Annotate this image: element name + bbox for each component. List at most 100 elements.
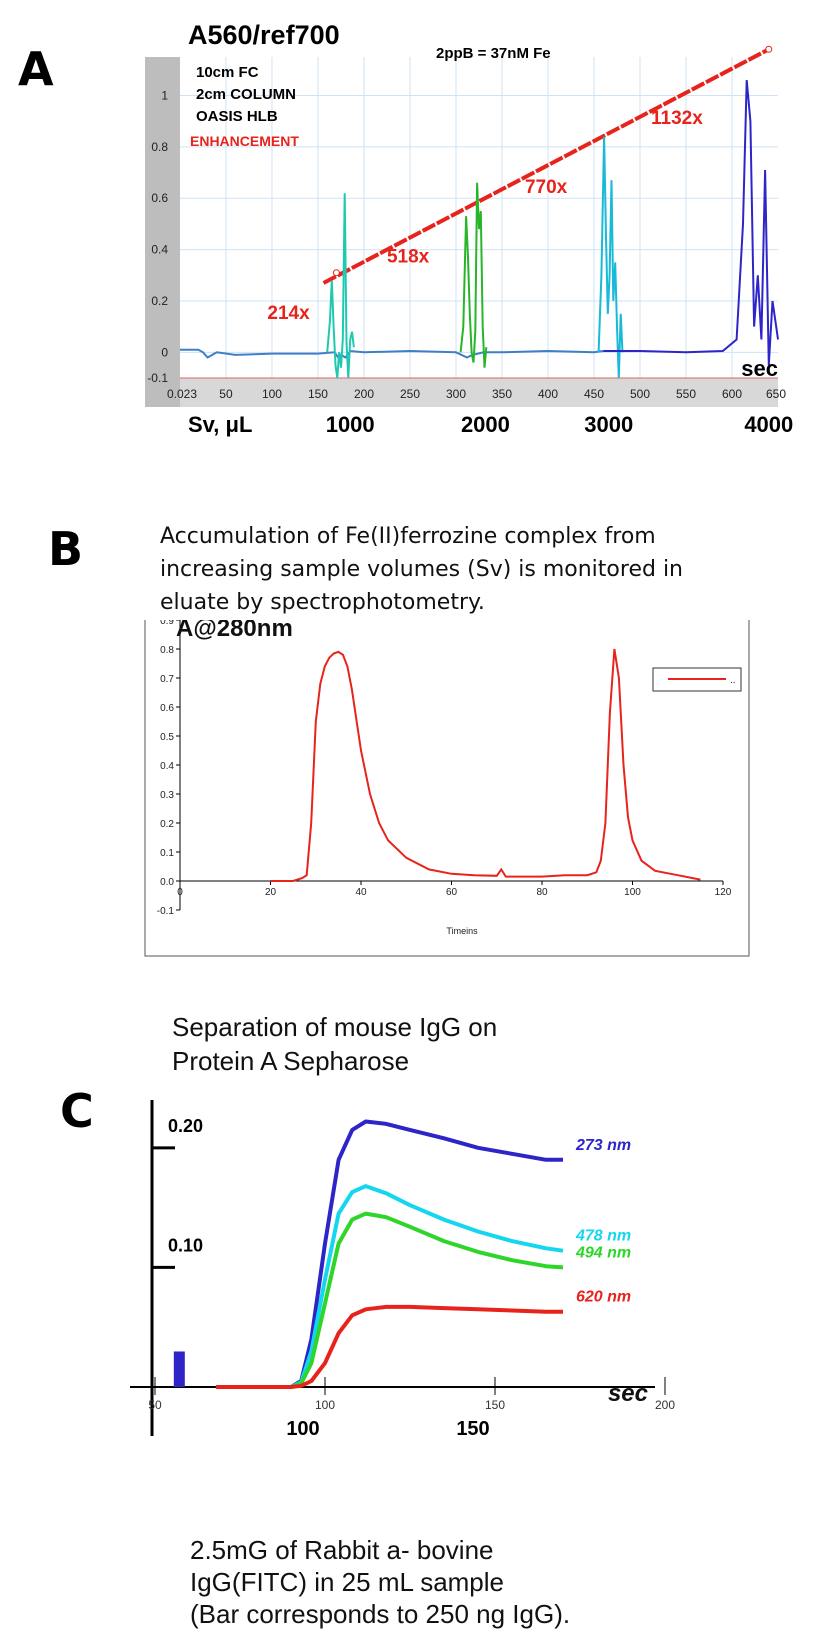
panel-b-caption-line-2: Protein A Sepharose [172, 1046, 410, 1076]
chart-b-y-tick-label: 0.1 [160, 848, 174, 859]
chart-a-x-tick-label: 350 [492, 387, 512, 401]
chart-c-series-0 [216, 1119, 563, 1389]
chart-a-y-tick-label: -0.1 [147, 371, 168, 385]
chart-a-series-1 [326, 193, 355, 379]
panel-b-caption-line-1: Separation of mouse IgG on [172, 1012, 498, 1042]
chart-a-enhancement-heading: ENHANCEMENT [190, 133, 299, 149]
chart-b-y-tick-label: 0.3 [160, 790, 174, 801]
chart-a-enhancement-label: 518x [387, 246, 430, 267]
chart-c-x-tick-label: 50 [148, 1398, 162, 1412]
chart-b-legend-label: .. [730, 675, 736, 686]
chart-b-x-tick-label: 60 [446, 887, 458, 898]
chart-a-note: 2ppB = 37nM Fe [436, 45, 551, 62]
chart-c-x-unit: sec [608, 1380, 648, 1407]
chart-a-x-tick-label: 150 [308, 387, 328, 401]
chart-b-y-tick-label: 0.6 [160, 703, 174, 714]
chart-a-series-2 [459, 182, 488, 368]
chart-c-series-label: 620 nm [576, 1289, 631, 1306]
chart-a-x-tick-label: 450 [584, 387, 604, 401]
panel-c-caption: 2.5mG of Rabbit a- bovine IgG(FITC) in 2… [190, 1534, 570, 1630]
chart-a-condition: 10cm FC [196, 64, 259, 81]
chart-c-y-label: A [228, 1100, 254, 1104]
chart-a-sv-tick-label: 1000 [326, 412, 375, 437]
chart-a-x-label: Sv, μL [188, 412, 252, 437]
chart-a-y-tick-label: 0 [161, 345, 168, 359]
chart-c-series-3 [216, 1304, 563, 1389]
chart-a-trend-line [322, 47, 770, 285]
chart-a-x-tick-label: 600 [722, 387, 742, 401]
chart-b-y-tick-label: 0.5 [160, 732, 174, 743]
chart-b-y-tick-label: 0.8 [160, 645, 174, 656]
chart-c-scale-bar [173, 1351, 185, 1387]
chart-a-y-tick-label: 0.2 [151, 294, 168, 308]
chart-b-x-tick-label: 120 [715, 887, 732, 898]
chart-a-x-tick-label: 400 [538, 387, 558, 401]
panel-letter-c: C [60, 1084, 94, 1138]
chart-b-x-tick-label: 40 [355, 887, 367, 898]
chart-c-x-major-label: 150 [456, 1418, 489, 1440]
panel-c-caption-line-3: (Bar corresponds to 250 ng IgG). [190, 1599, 571, 1629]
chart-a-x-tick-label: 250 [400, 387, 420, 401]
chart-b-y-tick-label: 0.9 [160, 620, 174, 627]
panel-c-caption-line-2: IgG(FITC) in 25 mL sample [190, 1567, 505, 1597]
chart-a-y-tick-label: 0.6 [151, 191, 168, 205]
panel-letter-b: B [48, 522, 84, 576]
chart-a-trend-marker [332, 269, 340, 277]
chart-c-series-label: 478 nm [575, 1228, 631, 1245]
chart-a-y-tick-label: 0.8 [151, 140, 168, 154]
chart-c: 0.20 0.10 A 50 100 150 200 100 150 sec 273 nm 478 n… [130, 1100, 675, 1440]
chart-a-sv-tick-label: 3000 [584, 412, 633, 437]
panel-b-description: Accumulation of Fe(II)ferrozine complex … [160, 524, 683, 615]
panel-c-caption-line-1: 2.5mG of Rabbit a- bovine [190, 1535, 494, 1565]
chart-a-x-tick-label: 300 [446, 387, 466, 401]
chart-a-enhancement-label: 214x [267, 303, 310, 324]
chart-b-y-tick-label: 0.4 [160, 761, 174, 772]
chart-b-x-tick-label: 0 [177, 887, 183, 898]
chart-c-x-tick-label: 150 [485, 1398, 505, 1412]
panel-letter-a: A [18, 42, 54, 96]
chart-c-x-tick-label: 200 [655, 1398, 675, 1412]
chart-a-condition: 2cm COLUMN [196, 86, 296, 103]
chart-b-x-tick-label: 20 [265, 887, 277, 898]
chart-a-axis-band [145, 57, 180, 407]
chart-c-y-tick-label: 0.20 [168, 1116, 203, 1136]
chart-a-trend-marker [765, 45, 773, 53]
chart-a-y-tick-label: 0.4 [151, 243, 168, 257]
chart-c-y-tick-label: 0.10 [168, 1235, 203, 1255]
chart-c-series-label: 273 nm [575, 1137, 631, 1154]
chart-a-series-3 [597, 136, 624, 379]
chart-a-x-tick-label: 0.023 [167, 387, 197, 401]
chart-b-y-tick-label: -0.1 [157, 906, 175, 917]
chart-a-sv-tick-label: 4000 [744, 412, 793, 437]
panel-b-caption: Separation of mouse IgG on Protein A Sep… [172, 1010, 497, 1078]
chart-c-series-label: 494 nm [575, 1244, 631, 1261]
chart-a: 0.023 50 100 150 200 250 300 350 400 450 500 550 600… [145, 20, 793, 437]
chart-c-x-tick-label: 100 [315, 1398, 335, 1412]
chart-b: 0.9 0.8 0.7 0.6 0.5 0.4 0.3 0.2 0.1 0.0 -0.10 20 40 6… [144, 620, 750, 957]
chart-a-x-tick-label: 650 [766, 387, 786, 401]
chart-a-xaxis-band [180, 378, 778, 407]
chart-c-x-major-label: 100 [286, 1418, 319, 1440]
chart-b-series-0 [270, 648, 701, 882]
chart-a-x-tick-label: 100 [262, 387, 282, 401]
chart-a-x-tick-label: 200 [354, 387, 374, 401]
chart-b-frame [144, 620, 750, 957]
chart-a-condition: OASIS HLB [196, 108, 278, 125]
chart-a-enhancement-label: 1132x [651, 108, 703, 129]
chart-a-x-tick-label: 550 [676, 387, 696, 401]
chart-a-sv-tick-label: 2000 [461, 412, 510, 437]
chart-c-series-1 [216, 1184, 564, 1389]
chart-a-title: A560/ref700 [188, 20, 340, 50]
chart-b-x-tick-label: 100 [624, 887, 641, 898]
chart-b-y-tick-label: 0.7 [160, 674, 174, 685]
chart-b-y-tick-label: 0.0 [160, 877, 174, 888]
chart-a-x-tick-label: 50 [219, 387, 233, 401]
chart-a-x-unit: sec [741, 356, 778, 381]
chart-a-series-4 [603, 80, 779, 366]
chart-a-x-tick-label: 500 [630, 387, 650, 401]
chart-a-enhancement-label: 770x [525, 177, 568, 198]
chart-b-y-tick-label: 0.2 [160, 819, 174, 830]
chart-b-x-label: Timeins [446, 926, 478, 936]
chart-b-title: A@280nm [176, 620, 293, 642]
chart-b-x-tick-label: 80 [536, 887, 548, 898]
